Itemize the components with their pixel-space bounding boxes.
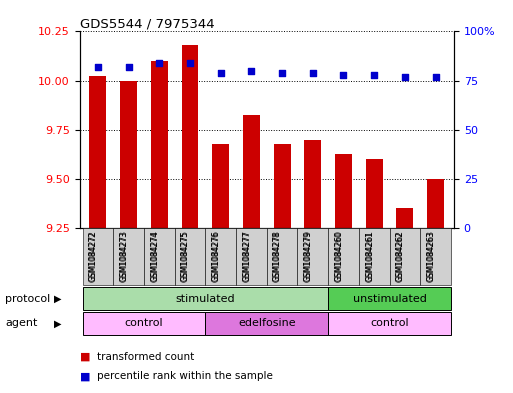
Text: protocol: protocol	[5, 294, 50, 304]
Text: GSM1084260: GSM1084260	[334, 230, 344, 281]
Text: transformed count: transformed count	[97, 352, 195, 362]
Bar	[120, 81, 137, 228]
Bar	[182, 45, 199, 228]
Text: edelfosine: edelfosine	[238, 318, 295, 329]
Bar	[397, 208, 413, 228]
Text: GSM1084276: GSM1084276	[212, 231, 221, 282]
Text: control: control	[370, 318, 409, 329]
Point	[155, 60, 164, 66]
Text: GSM1084278: GSM1084278	[273, 231, 282, 282]
Text: GSM1084274: GSM1084274	[150, 231, 160, 282]
Bar	[366, 159, 383, 228]
Text: ▶: ▶	[54, 318, 61, 329]
Text: GSM1084261: GSM1084261	[365, 230, 374, 281]
Point	[309, 70, 317, 76]
Bar	[243, 115, 260, 228]
Text: agent: agent	[5, 318, 37, 329]
Text: GSM1084263: GSM1084263	[427, 231, 436, 282]
Point	[401, 73, 409, 80]
Bar	[335, 154, 352, 228]
Bar	[212, 144, 229, 228]
Bar	[273, 144, 290, 228]
Point	[186, 60, 194, 66]
Bar	[151, 61, 168, 228]
Point	[216, 70, 225, 76]
Text: GSM1084277: GSM1084277	[243, 231, 251, 282]
Text: GSM1084272: GSM1084272	[89, 230, 98, 281]
Text: GSM1084263: GSM1084263	[427, 230, 436, 281]
Point	[94, 64, 102, 70]
Text: GSM1084279: GSM1084279	[304, 231, 313, 282]
Text: percentile rank within the sample: percentile rank within the sample	[97, 371, 273, 382]
Point	[340, 72, 348, 78]
Text: GSM1084275: GSM1084275	[181, 231, 190, 282]
Text: GSM1084262: GSM1084262	[396, 231, 405, 282]
Point	[247, 68, 255, 74]
Point	[431, 73, 440, 80]
Text: GDS5544 / 7975344: GDS5544 / 7975344	[80, 17, 214, 30]
Text: GSM1084262: GSM1084262	[396, 230, 405, 281]
Text: stimulated: stimulated	[175, 294, 235, 304]
Text: GSM1084274: GSM1084274	[150, 230, 160, 281]
Text: GSM1084260: GSM1084260	[334, 231, 344, 282]
Point	[278, 70, 286, 76]
Text: GSM1084276: GSM1084276	[212, 230, 221, 281]
Text: GSM1084272: GSM1084272	[89, 231, 98, 282]
Text: GSM1084261: GSM1084261	[365, 231, 374, 282]
Point	[370, 72, 378, 78]
Bar	[427, 179, 444, 228]
Text: GSM1084273: GSM1084273	[120, 230, 129, 281]
Text: control: control	[125, 318, 163, 329]
Text: GSM1084275: GSM1084275	[181, 230, 190, 281]
Bar	[89, 75, 106, 228]
Text: GSM1084278: GSM1084278	[273, 230, 282, 281]
Text: GSM1084279: GSM1084279	[304, 230, 313, 281]
Bar	[304, 140, 321, 228]
Text: GSM1084273: GSM1084273	[120, 231, 129, 282]
Text: unstimulated: unstimulated	[352, 294, 426, 304]
Text: GSM1084277: GSM1084277	[243, 230, 251, 281]
Point	[125, 64, 133, 70]
Text: ■: ■	[80, 352, 90, 362]
Text: ■: ■	[80, 371, 90, 382]
Text: ▶: ▶	[54, 294, 61, 304]
